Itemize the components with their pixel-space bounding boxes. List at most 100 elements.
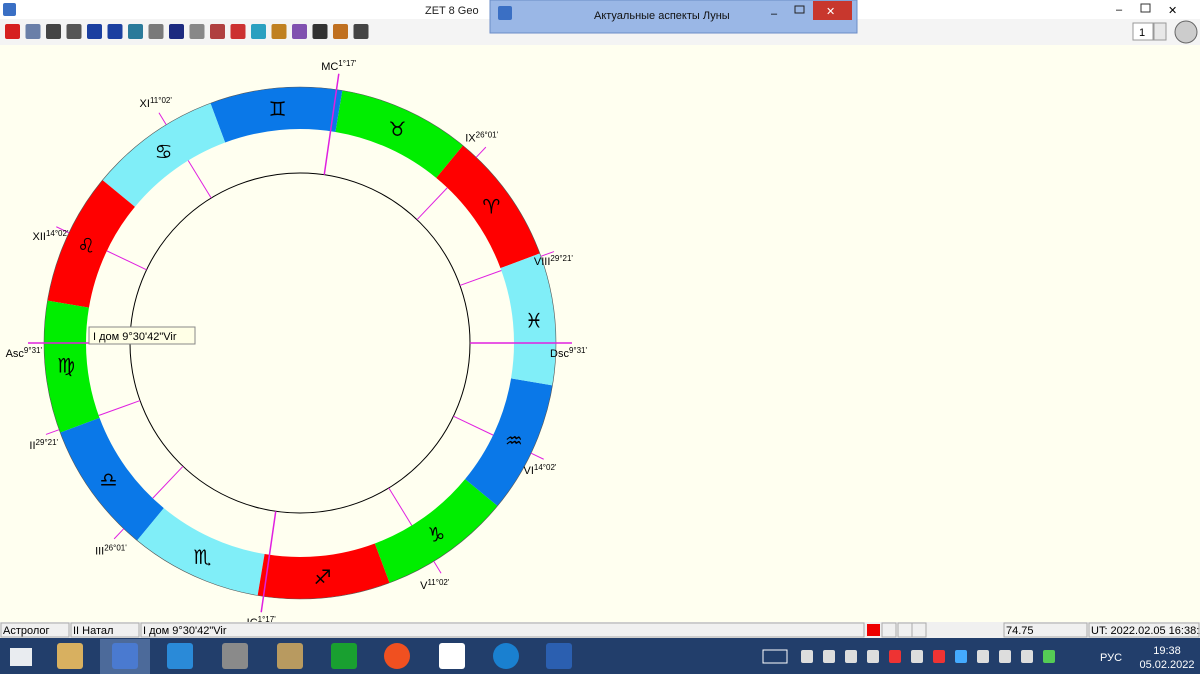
house-label: MC1°17' — [321, 59, 357, 73]
restore-button[interactable] — [1140, 3, 1151, 13]
clock-date[interactable]: 05.02.2022 — [1139, 659, 1194, 671]
house-number: V — [420, 580, 428, 592]
minimize-button[interactable]: – — [1116, 4, 1123, 16]
settings-button[interactable] — [1174, 20, 1198, 44]
house-degree: 11°02' — [150, 96, 172, 105]
sign-segment — [102, 103, 226, 207]
house-label: V11°02' — [420, 578, 450, 592]
status-text: II Натал — [73, 625, 113, 637]
tray-icon[interactable] — [999, 650, 1011, 663]
tool-button[interactable] — [333, 24, 348, 39]
spinner-buttons[interactable] — [1153, 22, 1167, 41]
close-button[interactable]: ✕ — [1168, 5, 1177, 17]
house-cusp — [260, 511, 277, 613]
tool-button[interactable] — [169, 24, 184, 39]
house-cusp — [323, 73, 340, 175]
tool-button[interactable] — [312, 24, 328, 39]
tool-button[interactable] — [189, 24, 205, 39]
taskbar-apps — [10, 639, 1055, 674]
house-label: XI11°02' — [140, 96, 173, 110]
popup-minimize[interactable]: – — [771, 8, 778, 20]
sign-glyph: ♍ — [57, 353, 75, 377]
tray-icon[interactable] — [845, 650, 857, 663]
tool-button[interactable] — [353, 24, 369, 39]
tool-button[interactable] — [66, 24, 82, 39]
sign-glyph: ♋ — [155, 140, 173, 164]
app-icon[interactable] — [3, 3, 16, 16]
house-number: Dsc — [550, 348, 569, 360]
sign-segment — [137, 508, 265, 596]
sign-segment — [335, 90, 463, 178]
status-field — [1088, 622, 1200, 638]
taskbar-app[interactable] — [277, 643, 303, 669]
taskbar-app[interactable] — [57, 643, 83, 669]
tray-icon[interactable] — [955, 650, 967, 663]
status-indicator — [867, 624, 880, 636]
clock-time[interactable]: 19:38 — [1153, 645, 1181, 657]
house-label: IX26°01' — [465, 131, 498, 145]
tool-button[interactable] — [87, 24, 102, 39]
tool-button[interactable] — [128, 24, 143, 39]
tray-icon[interactable] — [889, 650, 901, 663]
house-degree: 14°02' — [534, 463, 557, 472]
tool-button[interactable] — [251, 24, 266, 39]
tool-button[interactable] — [148, 24, 164, 39]
tray-icon[interactable] — [1021, 650, 1033, 663]
tool-button[interactable] — [292, 24, 307, 39]
tray-icon[interactable] — [977, 650, 989, 663]
tool-button[interactable] — [107, 24, 123, 39]
tray-icon[interactable] — [823, 650, 835, 663]
sign-glyph: ♓ — [525, 309, 543, 333]
house-label: VI14°02' — [524, 463, 557, 477]
house-cusp — [388, 487, 413, 526]
taskbar-app[interactable] — [384, 643, 410, 669]
start-button[interactable] — [10, 648, 32, 666]
spinner-field[interactable] — [1132, 22, 1154, 41]
status-text: Астролог — [3, 625, 50, 637]
tray-icon[interactable] — [911, 650, 923, 663]
house-number: VIII — [534, 256, 551, 268]
house-degree: 14°02' — [46, 229, 69, 238]
house-degree: 26°01' — [476, 131, 499, 140]
tool-button[interactable] — [46, 24, 61, 39]
taskbar-app[interactable] — [331, 643, 357, 669]
house-number: Asc — [6, 348, 25, 360]
tool-button[interactable] — [230, 24, 246, 39]
house-label: III26°01' — [95, 543, 127, 557]
taskbar-app[interactable] — [439, 643, 465, 669]
popup-close[interactable] — [813, 1, 852, 20]
status-field — [897, 622, 913, 638]
house-cusp — [152, 465, 184, 499]
sign-glyph: ♎ — [100, 467, 118, 491]
house-degree: 1°17' — [258, 615, 277, 624]
status-field — [881, 622, 897, 638]
popup-title: Актуальные аспекты Луны — [594, 10, 730, 22]
house-label: II29°21' — [29, 438, 58, 452]
tray-icon[interactable] — [801, 650, 813, 663]
sign-segment — [436, 145, 540, 269]
house-cusp — [113, 528, 125, 540]
tray-icon[interactable] — [1043, 650, 1055, 663]
taskbar-app[interactable] — [493, 643, 519, 669]
taskbar-app[interactable] — [222, 643, 248, 669]
popup-maximize[interactable] — [794, 5, 805, 14]
tool-button[interactable] — [210, 24, 225, 39]
taskbar-app[interactable] — [167, 643, 193, 669]
taskbar-app[interactable] — [112, 643, 138, 669]
status-fields: Астролог II Натал I дом 9°30'42"Vir 74.75 UT… — [0, 622, 1200, 638]
tool-button[interactable] — [271, 24, 287, 39]
house-degree: 1°17' — [338, 59, 357, 68]
sign-glyph: ♈ — [482, 195, 500, 219]
tray-icon[interactable] — [933, 650, 945, 663]
house-label: Asc9°31' — [6, 346, 43, 360]
language[interactable]: РУС — [1100, 652, 1122, 664]
popup-close-icon: ✕ — [826, 6, 835, 18]
tool-button[interactable] — [25, 24, 41, 39]
tray-icon[interactable] — [867, 650, 879, 663]
tool-button[interactable] — [5, 24, 20, 39]
taskbar-app[interactable] — [546, 643, 572, 669]
sign-segment — [257, 543, 390, 599]
keyboard-icon[interactable] — [762, 649, 788, 664]
house-cusp — [416, 187, 448, 221]
